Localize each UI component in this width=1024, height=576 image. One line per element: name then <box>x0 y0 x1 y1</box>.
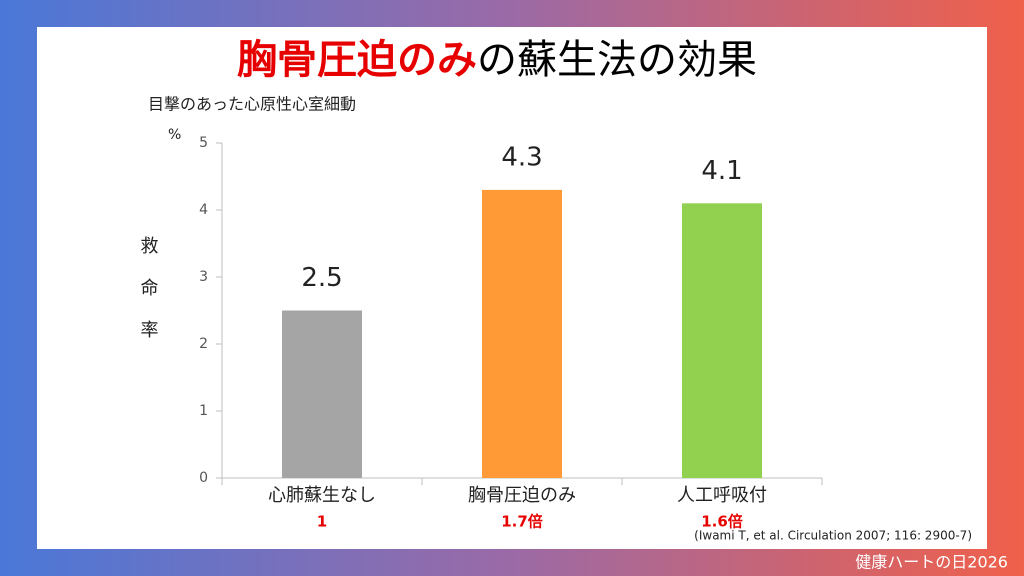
y-tick-label: 5 <box>199 135 208 151</box>
y-tick-label: 2 <box>199 336 208 352</box>
chart-subtitle: 目撃のあった心原性心室細動 <box>148 95 356 114</box>
x-tick-label: 心肺蘇生なし <box>268 485 376 506</box>
footer: 健康ハートの日2026 <box>855 553 1008 572</box>
ratio-label: 1 <box>317 513 327 531</box>
y-tick-label: 0 <box>199 470 208 486</box>
bar <box>482 189 562 478</box>
x-tick-label: 胸骨圧迫のみ <box>468 485 576 506</box>
title-rest: の蘇生法の効果 <box>477 37 757 83</box>
y-tick-label: 4 <box>199 202 208 218</box>
y-tick-label: 1 <box>199 403 208 419</box>
title-highlight: 胸骨圧迫のみ <box>237 37 477 83</box>
bar <box>682 203 762 479</box>
y-unit: % <box>168 127 181 143</box>
ratio-label: 1.7倍 <box>501 513 543 531</box>
y-tick-label: 3 <box>199 269 208 285</box>
ratio-label: 1.6倍 <box>701 513 743 531</box>
bar <box>282 310 362 478</box>
x-tick-label: 人工呼吸付 <box>677 485 767 506</box>
citation: (Iwami T, et al. Circulation 2007; 116: … <box>694 529 972 543</box>
y-axis-label: 救命率 <box>138 236 159 362</box>
value-label: 4.1 <box>701 156 742 186</box>
title: 胸骨圧迫のみの蘇生法の効果 <box>237 37 757 83</box>
value-label: 4.3 <box>501 142 542 172</box>
value-label: 2.5 <box>301 263 342 293</box>
